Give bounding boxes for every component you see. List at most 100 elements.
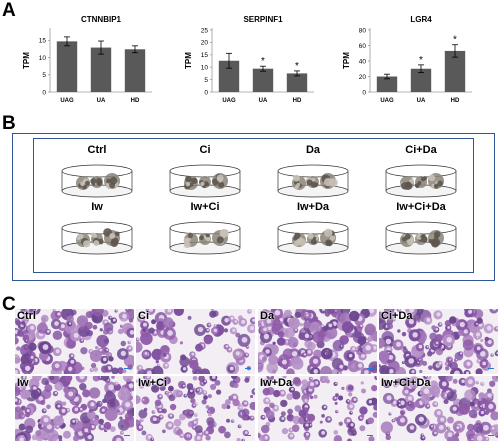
y-tick-label: 10 <box>39 55 47 62</box>
organoid-blob <box>292 232 306 247</box>
culture-dish <box>277 221 349 255</box>
dish-rim <box>61 164 133 178</box>
dish-rim <box>277 164 349 178</box>
organoid-blob <box>199 176 211 189</box>
category-label: HD <box>131 98 140 104</box>
condition-label: Iw+Da <box>296 201 330 213</box>
micrograph-label: Ci <box>138 310 149 322</box>
scale-bar <box>124 367 130 369</box>
chart-title: LGR4 <box>410 15 432 24</box>
category-label: UA <box>97 98 106 104</box>
y-tick-label: 60 <box>359 43 367 50</box>
organoid-blob <box>428 230 444 248</box>
micrograph-label: Da <box>260 310 275 322</box>
category-label: HD <box>293 98 302 104</box>
culture-dish <box>61 164 133 198</box>
y-tick-label: 20 <box>359 74 367 81</box>
organoid-blob <box>414 176 428 189</box>
culture-frame-outer <box>12 133 495 281</box>
y-tick-label: 15 <box>39 38 47 45</box>
organoid-blob <box>183 232 198 249</box>
micrograph-image <box>258 309 377 374</box>
organoid-blob <box>91 232 104 246</box>
micrograph-tile: Iw+Da <box>258 376 377 441</box>
chart-lgr4: LGR4 TPM 0 20 40 60 80 UAG * UA * HD <box>340 10 480 110</box>
category-label: UAG <box>222 98 236 104</box>
bar-uag <box>218 60 240 92</box>
bar-uag <box>376 76 398 92</box>
micrograph-tile: Ci+Da <box>379 309 498 374</box>
micrograph-label: Iw+Ci <box>138 377 168 389</box>
chart-serpinf1: SERPINF1 TPM 0 5 10 15 20 25 UAG * UA * HD <box>182 10 322 110</box>
bar-hd <box>286 73 308 92</box>
organoid-blob <box>320 228 336 247</box>
organoid-blob <box>103 228 120 248</box>
micrograph-tile: Ci <box>136 309 255 374</box>
organoid-blob <box>199 233 211 245</box>
culture-dish <box>277 164 349 198</box>
micrograph-tile: Iw <box>15 376 134 441</box>
panel-letter-b: B <box>2 113 16 134</box>
category-label: UA <box>259 98 268 104</box>
organoid-blob <box>399 176 415 190</box>
bar-uag <box>56 41 78 92</box>
micrograph-image <box>15 309 134 374</box>
micrograph-label: Iw <box>17 377 29 389</box>
dish-rim <box>169 221 241 235</box>
condition-label: Iw+Ci <box>190 201 220 213</box>
organoid-blob <box>400 233 415 247</box>
y-tick-label: 0 <box>42 89 46 96</box>
y-tick-label: 10 <box>201 65 209 72</box>
culture-dish <box>385 164 457 198</box>
organoid-blob <box>320 173 338 189</box>
organoid-blob <box>292 174 306 190</box>
y-tick-label: 25 <box>201 27 209 34</box>
culture-dish <box>169 164 241 198</box>
panel-letter-c: C <box>2 294 16 315</box>
micrograph-label: Ci+Da <box>381 310 413 322</box>
organoid-blob <box>305 176 319 188</box>
organoid-blob <box>184 175 198 190</box>
condition-label: Iw <box>91 201 103 213</box>
micrograph-tile: Ctrl <box>15 309 134 374</box>
condition-label: Iw+Ci+Da <box>396 201 446 213</box>
dish-rim <box>385 221 457 235</box>
scale-bar <box>245 367 251 369</box>
micrograph-tile: Iw+Ci <box>136 376 255 441</box>
y-tick-label: 0 <box>362 89 366 96</box>
organoid-blob <box>76 176 90 190</box>
chart-lgr4-svg: LGR4 TPM 0 20 40 60 80 UAG * UA * HD <box>342 15 472 104</box>
bar-hd <box>444 50 466 92</box>
category-label: HD <box>451 98 460 104</box>
chart-serpinf1-svg: SERPINF1 TPM 0 5 10 15 20 25 UAG * UA * HD <box>184 15 314 104</box>
condition-label: Da <box>305 144 321 156</box>
organoid-blob <box>415 233 428 245</box>
micrograph-image <box>15 376 134 441</box>
scale-bar <box>367 367 373 369</box>
category-label: UA <box>417 98 426 104</box>
micrograph-label: Ctrl <box>17 310 36 322</box>
chart-title: SERPINF1 <box>243 15 283 24</box>
category-label: UAG <box>60 98 74 104</box>
organoid-blob <box>104 173 120 190</box>
scale-bar <box>488 367 494 369</box>
dish-rim <box>61 221 133 235</box>
y-tick-label: 15 <box>201 52 209 59</box>
y-tick-label: 40 <box>359 58 367 65</box>
micrograph-image <box>258 376 377 441</box>
scale-bar <box>488 434 494 436</box>
micrograph-image <box>379 309 498 374</box>
y-tick-label: 5 <box>42 72 46 79</box>
culture-dish <box>169 221 241 255</box>
dish-rim <box>385 164 457 178</box>
micrograph-label: Iw+Da <box>260 377 293 389</box>
bar-hd <box>124 49 146 92</box>
scale-bar <box>245 434 251 436</box>
condition-label: Ci+Da <box>405 144 437 156</box>
scale-bar <box>367 434 373 436</box>
micrograph-tile: Iw+Ci+Da <box>379 376 498 441</box>
significance-marker: * <box>419 55 423 66</box>
bar-ua <box>90 47 112 92</box>
organoid-blob <box>212 173 228 189</box>
micrograph-label: Iw+Ci+Da <box>381 377 431 389</box>
